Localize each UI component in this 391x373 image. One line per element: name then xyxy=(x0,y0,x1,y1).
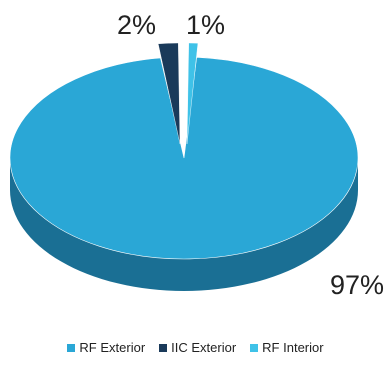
legend-label: IIC Exterior xyxy=(171,340,237,355)
slice-rf-exterior xyxy=(9,56,359,260)
slice-rf-interior xyxy=(186,42,199,145)
legend-label: RF Interior xyxy=(262,340,324,355)
legend: RF Exterior IIC Exterior RF Interior xyxy=(0,340,391,355)
legend-item-rf-interior: RF Interior xyxy=(250,340,324,355)
pie-slices xyxy=(9,42,359,260)
legend-swatch xyxy=(67,343,76,352)
slice-label-rf-interior: 1% xyxy=(186,10,225,40)
slice-iic-exterior xyxy=(157,42,181,145)
legend-item-rf-exterior: RF Exterior xyxy=(67,340,145,355)
slice-label-rf-exterior: 97% xyxy=(330,270,384,300)
slice-side-rf-exterior xyxy=(10,158,358,291)
legend-item-iic-exterior: IIC Exterior xyxy=(159,340,236,355)
legend-label: RF Exterior xyxy=(79,340,146,355)
legend-swatch xyxy=(250,343,259,352)
slice-label-iic-exterior: 2% xyxy=(117,10,156,40)
legend-swatch xyxy=(159,343,168,352)
